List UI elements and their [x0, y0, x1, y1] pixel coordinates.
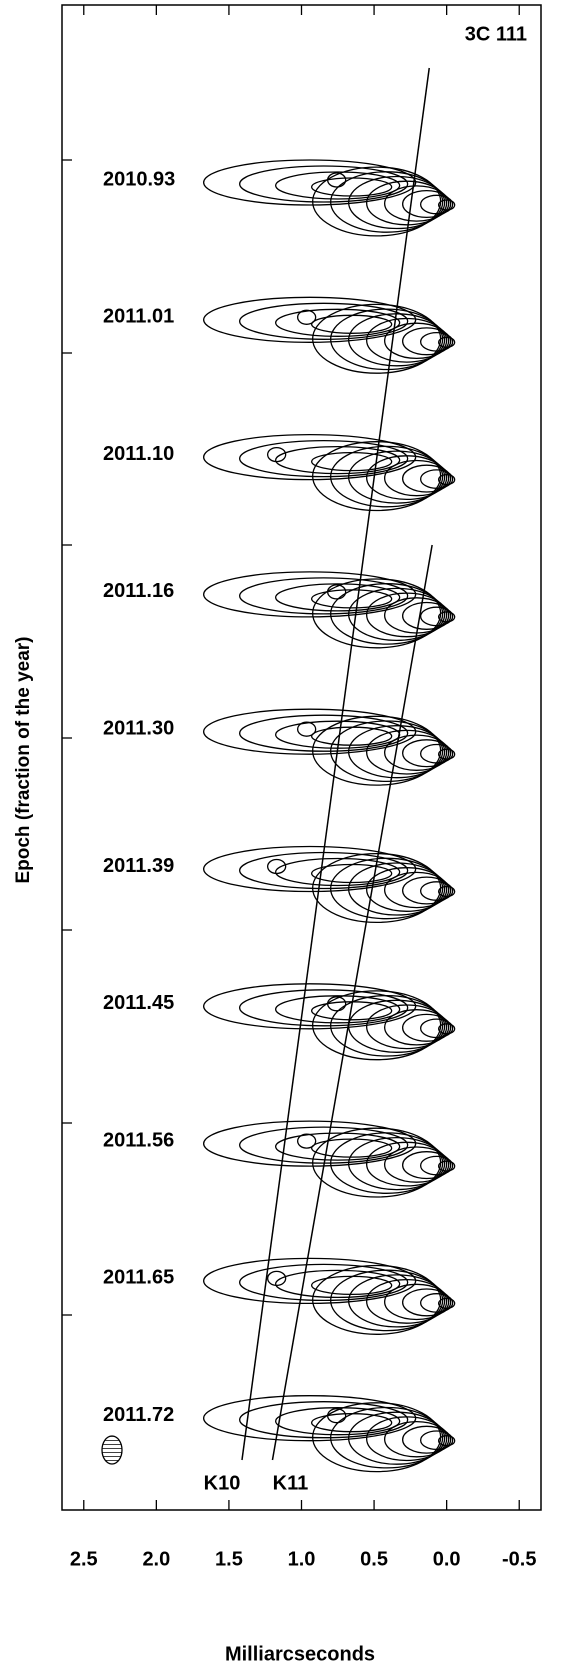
contour [268, 1271, 286, 1285]
epoch-label: 2011.56 [103, 1129, 174, 1151]
x-tick-label: 2.5 [70, 1548, 98, 1570]
y-ticks [62, 160, 72, 1315]
contour [240, 303, 408, 339]
epoch-label: 2011.45 [103, 992, 174, 1014]
x-tick-label: 1.5 [215, 1548, 243, 1570]
contour [298, 1134, 316, 1148]
contour [240, 578, 408, 614]
x-tick-label: 2.0 [142, 1548, 170, 1570]
component-label: K10 [204, 1472, 241, 1494]
x-axis-label: Milliarcseconds [225, 1643, 375, 1665]
contour [298, 722, 316, 736]
contour [240, 441, 408, 477]
chart: 3C 111 Milliarcseconds Epoch (fraction o… [0, 0, 576, 1669]
epoch-label: 2011.72 [103, 1404, 174, 1426]
contour [240, 1127, 408, 1163]
epoch-label: 2011.10 [103, 443, 174, 465]
contour [268, 860, 286, 874]
beam [102, 1436, 122, 1464]
epoch-label: 2011.30 [103, 717, 174, 739]
chart-title: 3C 111 [465, 23, 527, 45]
x-tick-label: 1.0 [288, 1548, 316, 1570]
epoch-label: 2011.01 [103, 306, 174, 328]
contour [240, 715, 408, 751]
epoch-label: 2011.39 [103, 855, 174, 877]
x-tick-label: 0.5 [360, 1548, 388, 1570]
epoch-label: 2010.93 [103, 168, 175, 190]
x-tick-label: 0.0 [433, 1548, 461, 1570]
contour [240, 1402, 408, 1438]
epoch-label: 2011.16 [103, 580, 174, 602]
contour [268, 448, 286, 462]
component-track [242, 68, 429, 1460]
y-axis-label: Epoch (fraction of the year) [13, 636, 34, 883]
contour [240, 166, 408, 202]
epoch-label: 2011.65 [103, 1267, 174, 1289]
x-tick-label: -0.5 [502, 1548, 536, 1570]
contour [298, 310, 316, 324]
component-label: K11 [273, 1472, 309, 1494]
contour [240, 990, 408, 1026]
